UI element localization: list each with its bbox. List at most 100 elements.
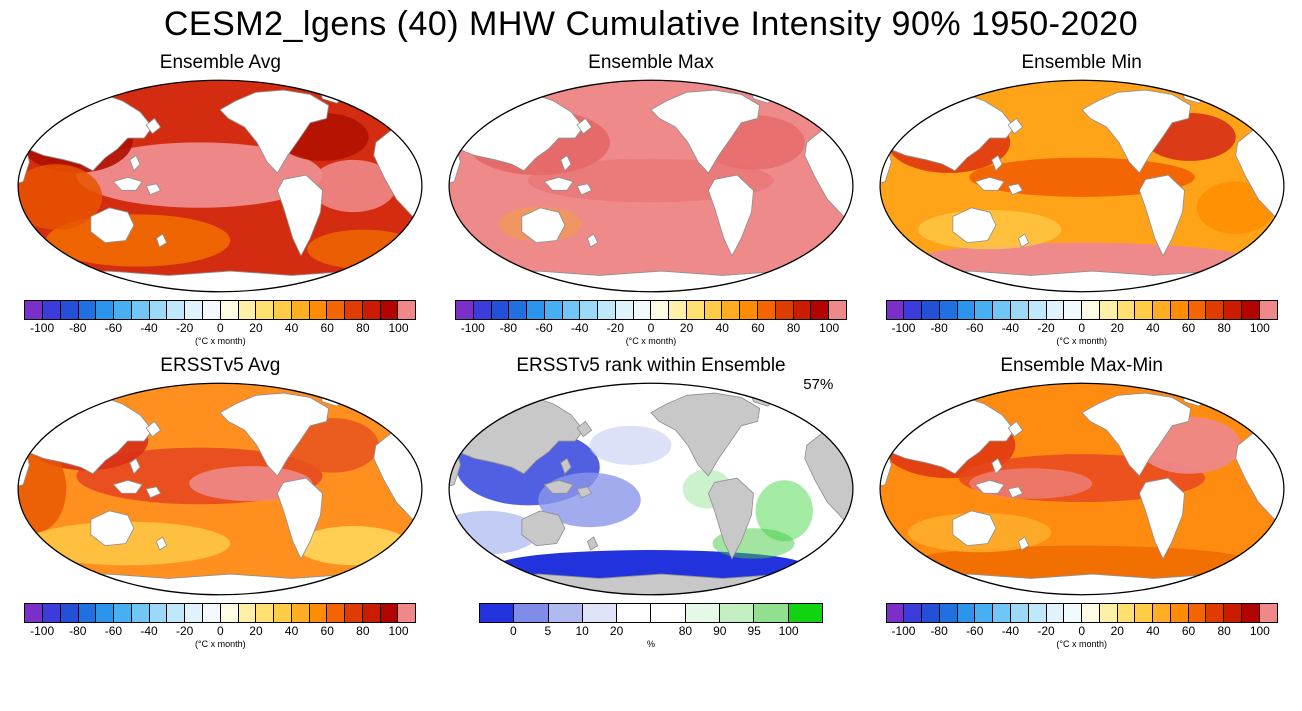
colorbar-cell [922,603,940,622]
colorbar-cell [886,603,905,622]
colorbar-ticks: 0 5 10 20 80 90 95 100 [479,623,823,638]
colorbar-cell [754,603,789,622]
colorbar-cell [1064,603,1083,622]
colorbar-tick-label: 20 [679,320,694,335]
colorbar-tick-label: -60 [966,623,984,638]
colorbar-tick-label: 40 [1146,320,1160,335]
colorbar-cell [685,603,721,622]
colorbar-tick-label: 40 [1146,623,1160,638]
colorbar-cell [1011,603,1029,622]
colorbar-tick-label: -40 [571,320,589,335]
colorbar-cell [704,300,723,319]
colorbar-tick-label: -40 [140,320,158,335]
colorbar-tick-label: -40 [1001,623,1020,638]
colorbar-cell [238,300,257,319]
colorbar-cell [78,603,97,622]
colorbar-cell [43,300,61,319]
colorbar-ticks: -100 -80 -60 -40 -20 0 20 40 60 80 100 [886,623,1278,638]
colorbar-intensity: -100 -80 -60 -40 -20 0 20 40 60 80 100 [10,602,431,638]
colorbar-tick-label: 100 [778,623,799,638]
colorbar-cell [220,300,239,319]
colorbar-tick-label: 20 [249,320,263,335]
colorbar-cell [993,300,1012,319]
colorbar-cell [473,300,492,319]
colorbar-cell [1153,300,1171,319]
colorbar-intensity: -100 -80 -60 -40 -20 0 20 40 60 80 100 [871,299,1292,335]
colorbar-cell [274,603,292,622]
colorbar [885,299,1278,320]
colorbar-tick-label: 0 [647,320,655,335]
colorbar-cell [78,300,97,319]
colorbar-cell [1188,603,1207,622]
colorbar-rank: 0 5 10 20 80 90 95 100 [441,602,862,638]
colorbar-cell [149,603,168,622]
colorbar-cell [167,300,186,319]
panel-title: Ensemble Min [1021,51,1142,73]
colorbar-cell [380,300,399,319]
colorbar-cell [720,603,755,622]
colorbar-tick-label: 80 [356,623,370,638]
colorbar-cell [598,300,616,319]
colorbar-unit-label: (°C x month) [625,335,677,346]
colorbar-tick-label: 10 [575,623,589,638]
panel-title: ERSSTv5 rank within Ensemble [516,354,786,376]
colorbar-cell [686,300,705,319]
colorbar-cell [185,300,203,319]
colorbar-cell [975,603,994,622]
colorbar-cell [1170,603,1189,622]
colorbar-tick-label: -80 [499,320,518,335]
colorbar-cell [939,300,958,319]
colorbar-cell [1241,300,1260,319]
panel-ensemble-max: Ensemble Max -100 -80 -60 -40 -20 0 20 40 60 80 10… [441,47,862,346]
colorbar [454,299,847,320]
colorbar-cell [1099,300,1118,319]
colorbar-cell [922,300,940,319]
colorbar-cell [131,300,150,319]
colorbar-cell [455,300,474,319]
colorbar-cell [1259,603,1277,622]
colorbar-cell [775,300,794,319]
colorbar-cell [131,603,150,622]
colorbar-ticks: -100 -80 -60 -40 -20 0 20 40 60 80 100 [886,320,1278,335]
colorbar-tick-label: -80 [930,320,948,335]
colorbar-tick-label: 0 [216,320,224,335]
colorbar-cell [362,603,381,622]
colorbar-cell [25,603,44,622]
colorbar-cell [957,603,976,622]
colorbar-unit-label: (°C x month) [1056,335,1107,346]
colorbar-cell [327,300,346,319]
panel-title: Ensemble Max [588,51,714,73]
colorbar-cell [1188,300,1207,319]
colorbar-tick-label: -40 [140,623,158,638]
colorbar-tick-label: -20 [606,320,625,335]
colorbar-cell [1135,603,1154,622]
colorbar-tick-label: -20 [176,623,194,638]
colorbar-ticks: -100 -80 -60 -40 -20 0 20 40 60 80 100 [455,320,847,335]
colorbar-cell [1099,603,1118,622]
panel-title: ERSSTv5 Avg [160,354,281,376]
colorbar-tick-label: 80 [1217,623,1231,638]
colorbar-tick-label: -100 [891,320,916,335]
colorbar-tick-label: 40 [284,623,299,638]
colorbar-tick-label: -80 [69,320,87,335]
colorbar-cell [1259,300,1277,319]
colorbar-cell [274,300,292,319]
colorbar-tick-label: 60 [320,320,334,335]
colorbar-cell [96,603,115,622]
colorbar-cell [256,603,275,622]
colorbar-cell [185,603,203,622]
colorbar [24,602,417,623]
colorbar-tick-label: -100 [891,623,916,638]
colorbar-tick-label: 0 [1078,320,1085,335]
colorbar-cell [309,300,328,319]
colorbar-tick-label: -60 [535,320,553,335]
colorbar-cell [651,300,670,319]
colorbar-cell [1117,300,1136,319]
colorbar-cell [829,300,846,319]
colorbar-cell [398,300,416,319]
colorbar-tick-label: 80 [1217,320,1231,335]
colorbar-cell [1241,603,1260,622]
colorbar-cell [1224,300,1242,319]
colorbar-tick-label: 20 [249,623,263,638]
colorbar [885,602,1278,623]
